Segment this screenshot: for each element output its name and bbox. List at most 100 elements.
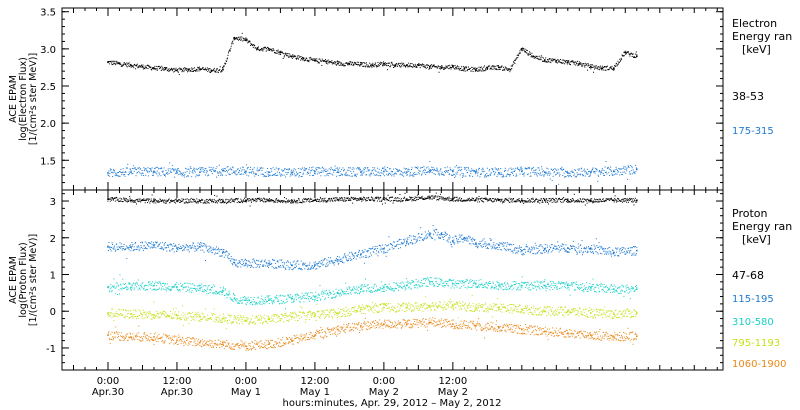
data-point [482, 167, 484, 169]
data-point [243, 173, 245, 175]
data-point [386, 65, 388, 67]
data-point [635, 171, 637, 173]
data-point [319, 261, 321, 263]
data-point [141, 241, 143, 243]
data-point [216, 252, 218, 254]
data-point [412, 66, 414, 68]
data-point [548, 248, 550, 250]
data-point [110, 247, 112, 249]
data-point [406, 174, 408, 176]
data-point [635, 201, 637, 203]
data-point [197, 202, 199, 204]
data-point [210, 69, 213, 72]
data-point [522, 173, 524, 175]
data-point [127, 163, 129, 165]
data-point [210, 169, 212, 171]
data-point [387, 250, 389, 252]
data-point [374, 63, 376, 65]
data-point [114, 171, 116, 173]
data-point [213, 199, 215, 201]
data-point [130, 244, 132, 246]
data-point [453, 173, 455, 175]
data-point [108, 63, 110, 65]
data-point [109, 168, 111, 170]
data-point [356, 173, 358, 175]
data-point [567, 199, 569, 202]
data-point [193, 167, 195, 169]
data-point [164, 69, 166, 71]
data-point [333, 171, 335, 173]
data-point [268, 262, 270, 265]
data-point [584, 66, 586, 68]
data-point [200, 167, 202, 169]
data-point [372, 62, 374, 64]
data-point [592, 167, 594, 169]
data-point [438, 198, 440, 200]
data-point [259, 49, 261, 51]
data-point [233, 261, 235, 263]
data-point [538, 169, 540, 171]
data-point [635, 168, 638, 170]
data-point [257, 198, 259, 200]
data-point [399, 201, 401, 203]
data-point [339, 61, 341, 63]
data-point [437, 198, 439, 200]
data-point [137, 289, 139, 291]
data-point [238, 201, 240, 203]
data-point [133, 67, 135, 69]
data-point [298, 174, 300, 176]
data-point [575, 200, 577, 202]
data-point [384, 202, 386, 204]
data-point [176, 247, 178, 249]
data-point [353, 256, 355, 258]
data-point [114, 174, 116, 176]
data-point [430, 67, 432, 69]
data-point [386, 251, 388, 253]
data-point [193, 199, 195, 201]
data-point [401, 174, 403, 176]
data-point [495, 199, 497, 201]
data-point [484, 176, 486, 178]
data-point [422, 166, 424, 168]
data-point [615, 199, 617, 201]
data-point [155, 68, 157, 70]
data-point [469, 68, 471, 70]
data-point [441, 65, 443, 67]
data-point [158, 65, 160, 67]
data-point [322, 197, 324, 199]
data-point [373, 200, 375, 202]
data-point [311, 58, 313, 60]
data-point [208, 245, 210, 247]
data-point [267, 265, 269, 267]
data-point [118, 293, 120, 295]
data-point [431, 66, 433, 68]
data-point [328, 61, 330, 63]
data-point [541, 166, 543, 168]
data-point [144, 202, 146, 204]
data-point [580, 174, 582, 176]
data-point [155, 247, 157, 249]
data-point [266, 47, 268, 49]
data-point [141, 287, 143, 289]
data-point [333, 262, 335, 264]
data-point [471, 168, 473, 170]
data-point [334, 169, 336, 171]
data-point [280, 200, 282, 202]
data-point [332, 200, 334, 202]
data-point [296, 171, 298, 173]
data-point [480, 70, 482, 72]
data-point [496, 65, 498, 67]
data-point [335, 259, 337, 261]
data-point [281, 262, 283, 264]
data-point [285, 198, 287, 200]
data-point [631, 52, 633, 54]
data-point [385, 252, 387, 254]
data-point [176, 68, 178, 70]
data-point [454, 177, 456, 179]
data-point [445, 198, 447, 200]
data-point [184, 174, 186, 176]
data-point [149, 281, 151, 283]
data-point [450, 169, 452, 171]
data-point [402, 65, 404, 67]
data-point [360, 170, 362, 172]
